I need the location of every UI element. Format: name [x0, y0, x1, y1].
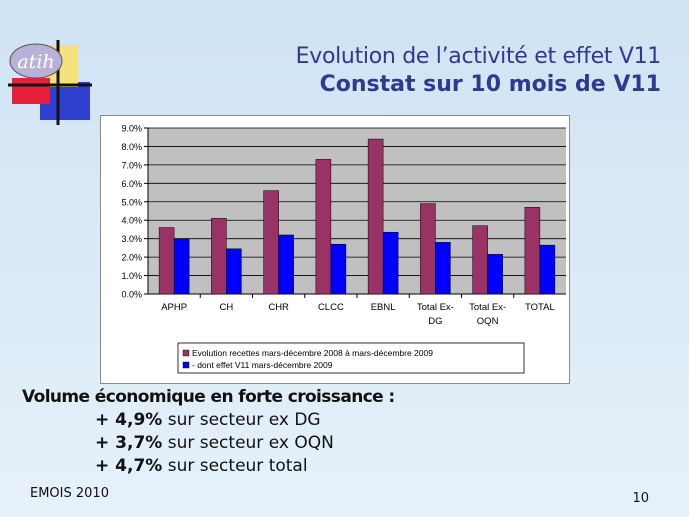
- point-value: + 4,9%: [95, 410, 163, 430]
- bar-effet-v11: [539, 244, 556, 295]
- y-tick-label: 6.0%: [121, 179, 142, 189]
- y-tick-label: 8.0%: [121, 142, 142, 152]
- point-value: + 4,7%: [95, 456, 163, 476]
- point-total: + 4,7% sur secteur total: [95, 456, 308, 476]
- legend-swatch: [182, 361, 190, 369]
- x-tick-label: Total Ex-: [417, 302, 454, 313]
- y-tick-label: 7.0%: [121, 160, 142, 170]
- plot-area: [148, 128, 566, 294]
- point-text: sur secteur ex OQN: [162, 433, 334, 453]
- page-number: 10: [632, 491, 649, 506]
- atih-logo: atih: [8, 40, 92, 125]
- x-tick-label: EBNL: [371, 302, 396, 313]
- y-tick-label: 3.0%: [121, 234, 142, 244]
- bar-effet-v11: [382, 231, 399, 295]
- legend-box: [177, 342, 525, 374]
- x-tick-label: CH: [220, 302, 234, 313]
- bar-evolution-recettes: [315, 159, 332, 295]
- y-tick-label: 5.0%: [121, 197, 142, 207]
- x-tick-label: DG: [428, 316, 442, 327]
- footer-text: EMOIS 2010: [30, 486, 109, 501]
- point-ex-oqn: + 3,7% sur secteur ex OQN: [95, 433, 334, 453]
- bar-effet-v11: [226, 248, 242, 295]
- bar-evolution-recettes: [420, 203, 436, 295]
- bar-evolution-recettes: [367, 138, 384, 295]
- bar-chart: 0.0% 1.0% 2.0% 3.0% 4.0% 5.0% 6.0% 7.0% 8.0% 9.0%…: [121, 124, 566, 374]
- point-ex-dg: + 4,9% sur secteur ex DG: [95, 410, 321, 430]
- x-tick-label: TOTAL: [525, 302, 555, 313]
- y-tick-label: 1.0%: [121, 271, 142, 281]
- bar-evolution-recettes: [211, 218, 227, 295]
- logo-text: atih: [17, 51, 54, 73]
- legend-label: Evolution recettes mars-décembre 2008 à …: [192, 348, 433, 358]
- headline: Volume économique en forte croissance :: [22, 387, 395, 407]
- y-tick-label: 9.0%: [121, 124, 142, 134]
- x-tick-label: Total Ex-: [469, 302, 506, 313]
- point-value: + 3,7%: [95, 433, 163, 453]
- logo-oval: [9, 43, 63, 79]
- chart-frame: 0.0% 1.0% 2.0% 3.0% 4.0% 5.0% 6.0% 7.0% 8.0% 9.0%…: [100, 115, 570, 384]
- bar-effet-v11: [330, 243, 347, 295]
- x-tick-label: APHP: [161, 302, 187, 313]
- slide-subtitle: Constat sur 10 mois de V11: [319, 72, 661, 97]
- bar-evolution-recettes: [263, 190, 279, 295]
- bar-effet-v11: [487, 254, 503, 295]
- point-text: sur secteur total: [162, 456, 308, 476]
- bar-effet-v11: [278, 234, 294, 295]
- y-tick-label: 0.0%: [121, 290, 142, 300]
- legend-label: - dont effet V11 mars-décembre 2009: [192, 360, 333, 370]
- x-tick-label: CLCC: [318, 302, 344, 313]
- bar-evolution-recettes: [158, 227, 175, 295]
- bar-effet-v11: [435, 242, 451, 295]
- y-tick-label: 2.0%: [121, 253, 142, 263]
- y-tick-label: 4.0%: [121, 216, 142, 226]
- point-text: sur secteur ex DG: [162, 410, 321, 430]
- legend-swatch: [182, 349, 190, 357]
- bar-effet-v11: [173, 238, 190, 295]
- slide-title: Evolution de l’activité et effet V11: [295, 44, 662, 69]
- bar-evolution-recettes: [524, 207, 541, 295]
- logo-red-square: [12, 78, 50, 104]
- bar-evolution-recettes: [472, 225, 488, 295]
- x-tick-label: CHR: [268, 302, 289, 313]
- x-tick-label: OQN: [477, 316, 499, 327]
